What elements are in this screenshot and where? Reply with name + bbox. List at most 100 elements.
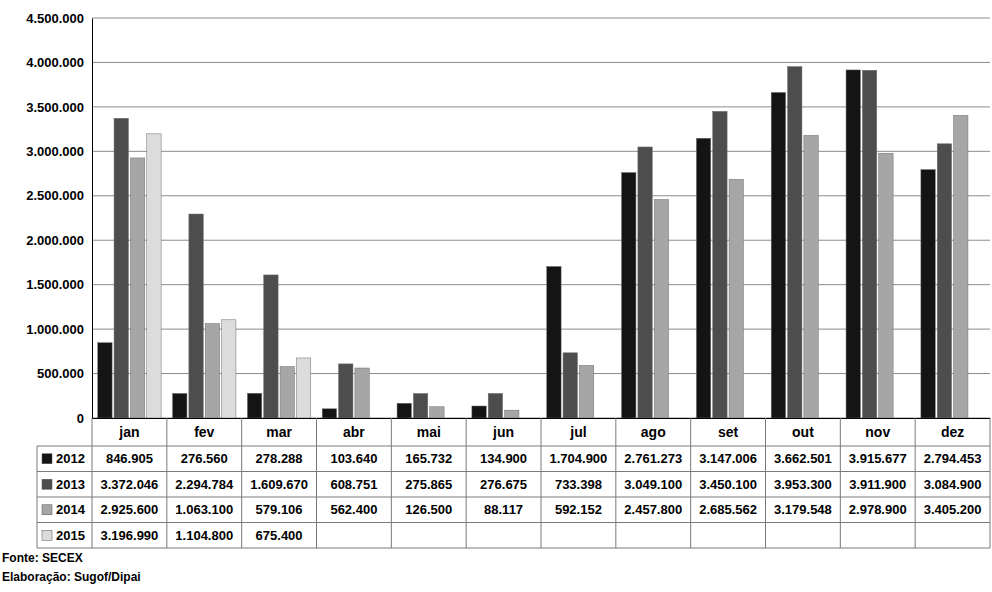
legend-label: 2013 [56,477,85,492]
table-value: 562.400 [330,502,377,517]
y-axis-line [92,19,93,419]
x-tick: out [792,418,814,440]
table-line [37,548,990,549]
y-tick-label: 2.500.000 [26,188,84,203]
table-value: 1.704.900 [549,451,607,466]
table-line [241,418,242,548]
y-tick: 4.500.000 [26,11,92,26]
table-value: 3.179.548 [774,502,832,517]
table-line [37,446,990,447]
table-value: 3.953.300 [774,477,832,492]
bar [430,407,444,418]
bar [846,70,860,418]
y-tick: 2.500.000 [26,188,92,203]
legend-swatch [42,530,52,540]
table-value: 3.372.046 [100,477,158,492]
table-line [37,471,990,472]
bar [322,409,336,418]
bar [130,158,144,418]
table-value: 3.147.006 [699,451,757,466]
y-tick: 1.500.000 [26,277,92,292]
table-value: 3.049.100 [624,477,682,492]
table-value: 2.294.784 [175,477,234,492]
table-value: 608.751 [330,477,377,492]
y-tick-label: 4.500.000 [26,11,84,26]
y-tick: 3.000.000 [26,144,92,159]
table-value: 2.457.800 [624,502,682,517]
bar [937,144,951,418]
y-tick: 4.000.000 [26,55,92,70]
table-value: 579.106 [256,502,303,517]
y-tick: 1.000.000 [26,322,92,337]
x-tick-label: fev [194,424,214,440]
x-tick-label: mar [266,424,292,440]
table-value: 3.084.900 [924,477,982,492]
bar [788,67,802,418]
bar [397,403,411,418]
table-value: 1.609.670 [250,477,308,492]
bar [264,275,278,418]
table-line [92,418,93,548]
x-tick-label: nov [865,424,890,440]
x-tick-label: abr [343,424,365,440]
bar [280,367,294,418]
table-value: 88.117 [484,502,523,517]
table-value: 103.640 [330,451,377,466]
table-value: 592.152 [555,502,602,517]
table-value: 276.675 [480,477,527,492]
bar [205,324,219,418]
y-tick-label: 4.000.000 [26,55,84,70]
table-value: 3.450.100 [699,477,757,492]
bar [862,70,876,418]
table-value: 3.911.900 [849,477,906,492]
table-line [166,418,167,548]
chart: 0 500.000 1.000.000 1.500.000 2.000.000 2.500… [0,0,992,592]
table-line [541,418,542,548]
legend-label: 2015 [56,528,85,543]
x-tick: set [718,418,739,440]
x-tick: abr [343,418,365,440]
y-tick: 2.000.000 [26,233,92,248]
bar [771,92,785,418]
table-value: 1.063.100 [175,502,233,517]
legend-label: 2014 [56,502,86,517]
bar [547,266,561,418]
table-line [316,418,317,548]
legend-swatch [42,479,52,489]
data-table: 2012846.905276.560278.288103.640165.7321… [37,418,990,548]
table-line [37,446,38,548]
table-value: 276.560 [181,451,228,466]
bar [804,135,818,418]
table-value: 2.794.453 [924,451,982,466]
y-tick-label: 0 [77,411,84,426]
bar [114,118,128,418]
table-value: 2.761.273 [624,451,682,466]
x-tick: ago [641,418,666,440]
legend-swatch [42,505,52,515]
bar [729,179,743,418]
x-tick-label: set [718,424,739,440]
y-tick-label: 500.000 [37,366,84,381]
y-tick-label: 3.500.000 [26,100,84,115]
table-value: 733.398 [555,477,602,492]
bar [713,111,727,418]
table-line [615,418,616,548]
table-line [765,418,766,548]
x-tick: jun [492,418,514,440]
x-tick: jan [118,418,139,440]
table-line [840,418,841,548]
bars [98,67,968,418]
bar [98,343,112,418]
bar [296,358,310,418]
grid-line [92,62,990,63]
table-value: 3.915.677 [849,451,907,466]
x-tick-label: dez [941,424,964,440]
bar [222,320,236,418]
table-value: 2.978.900 [849,502,907,517]
table-value: 2.685.562 [699,502,757,517]
bar [622,173,636,418]
bar [579,365,593,418]
x-tick: fev [194,418,214,440]
bar [339,364,353,418]
x-tick-label: out [792,424,814,440]
